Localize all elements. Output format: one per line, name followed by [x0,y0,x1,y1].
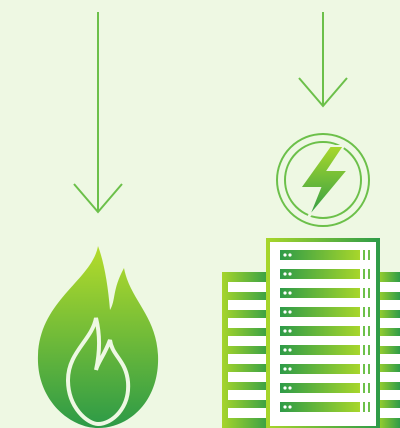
rack-slot [368,326,370,336]
rack-slot [280,307,360,317]
rack-slot [280,269,360,279]
rack-slot [280,364,360,374]
illustration [0,0,400,428]
rack-slot [363,364,365,374]
rack-slot [363,307,365,317]
rack-slot [280,383,360,393]
rack-slot [280,288,360,298]
rack-slot [288,310,291,313]
rack-slot [368,250,370,260]
rack-slot [283,386,286,389]
rack-slot [368,269,370,279]
rack-slot [283,272,286,275]
rack-slot [288,405,291,408]
rack-slot [283,348,286,351]
rack-slot [368,307,370,317]
rack-slot [283,367,286,370]
rack-slot [363,383,365,393]
rack-slot [363,269,365,279]
rack-slot [283,329,286,332]
rack-slot [363,250,365,260]
rack-slot [288,348,291,351]
rack-slot [368,383,370,393]
rack-slot [280,345,360,355]
rack-slot [288,272,291,275]
rack-slot [280,402,360,412]
rack-slot [288,367,291,370]
rack-slot [288,291,291,294]
rack-slot [363,345,365,355]
rack-slot [363,326,365,336]
rack-slot [368,288,370,298]
rack-slot [283,253,286,256]
rack-slot [368,364,370,374]
rack-slot [368,345,370,355]
rack-slot [283,405,286,408]
rack-slot [280,326,360,336]
rack-slot [280,250,360,260]
rack-slot [283,310,286,313]
rack-slot [363,402,365,412]
rack-slot [283,291,286,294]
rack-slot [363,288,365,298]
rack-slot [288,253,291,256]
rack-slot [368,402,370,412]
rack-slot [288,329,291,332]
rack-slot [288,386,291,389]
